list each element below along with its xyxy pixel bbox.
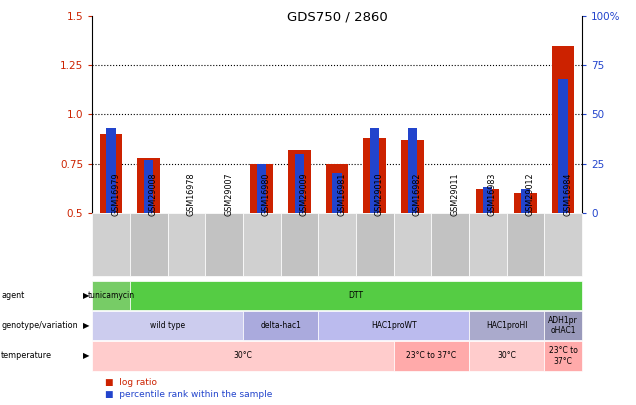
Text: GSM16984: GSM16984 <box>563 173 572 216</box>
Text: DTT: DTT <box>349 291 363 300</box>
Bar <box>294 153 304 213</box>
Bar <box>106 128 116 213</box>
Text: GSM16979: GSM16979 <box>111 172 120 216</box>
Text: GSM29009: GSM29009 <box>300 172 308 216</box>
Text: ADH1pr
oHAC1: ADH1pr oHAC1 <box>548 316 578 335</box>
Text: genotype/variation: genotype/variation <box>1 321 78 330</box>
Text: 23°C to
37°C: 23°C to 37°C <box>549 346 577 366</box>
Text: HAC1proWT: HAC1proWT <box>371 321 417 330</box>
Text: delta-hac1: delta-hac1 <box>260 321 301 330</box>
Text: ▶: ▶ <box>83 291 89 300</box>
Text: tunicamycin: tunicamycin <box>88 291 135 300</box>
Text: GSM29010: GSM29010 <box>375 173 384 216</box>
Bar <box>288 150 311 213</box>
Text: ■  percentile rank within the sample: ■ percentile rank within the sample <box>105 390 272 399</box>
Bar <box>251 164 273 213</box>
Text: GSM29008: GSM29008 <box>149 173 158 216</box>
Text: 30°C: 30°C <box>497 352 516 360</box>
Bar <box>137 158 160 213</box>
Bar <box>326 164 349 213</box>
Text: GSM16980: GSM16980 <box>262 173 271 216</box>
Text: HAC1proHI: HAC1proHI <box>486 321 527 330</box>
Bar <box>363 138 386 213</box>
Bar <box>514 193 537 213</box>
Bar <box>476 189 499 213</box>
Text: GSM16981: GSM16981 <box>337 173 346 216</box>
Bar <box>370 128 380 213</box>
Bar <box>558 79 568 213</box>
Bar <box>483 187 492 213</box>
Bar <box>257 164 266 213</box>
Text: 23°C to 37°C: 23°C to 37°C <box>406 352 456 360</box>
Bar <box>408 128 417 213</box>
Text: temperature: temperature <box>1 352 52 360</box>
Text: ▶: ▶ <box>83 321 89 330</box>
Text: GSM29011: GSM29011 <box>450 173 459 216</box>
Text: wild type: wild type <box>150 321 185 330</box>
Bar <box>521 189 530 213</box>
Text: GSM16978: GSM16978 <box>186 173 195 216</box>
Text: agent: agent <box>1 291 25 300</box>
Bar <box>144 160 153 213</box>
Bar <box>100 134 122 213</box>
Text: GSM29012: GSM29012 <box>525 172 534 216</box>
Text: 30°C: 30°C <box>233 352 252 360</box>
Bar <box>401 140 424 213</box>
Text: GDS750 / 2860: GDS750 / 2860 <box>287 10 387 23</box>
Text: ▶: ▶ <box>83 352 89 360</box>
Bar <box>552 46 574 213</box>
Text: GSM16983: GSM16983 <box>488 173 497 216</box>
Bar <box>333 173 342 213</box>
Text: ■  log ratio: ■ log ratio <box>105 378 157 387</box>
Text: GSM29007: GSM29007 <box>224 172 233 216</box>
Text: GSM16982: GSM16982 <box>412 173 422 216</box>
